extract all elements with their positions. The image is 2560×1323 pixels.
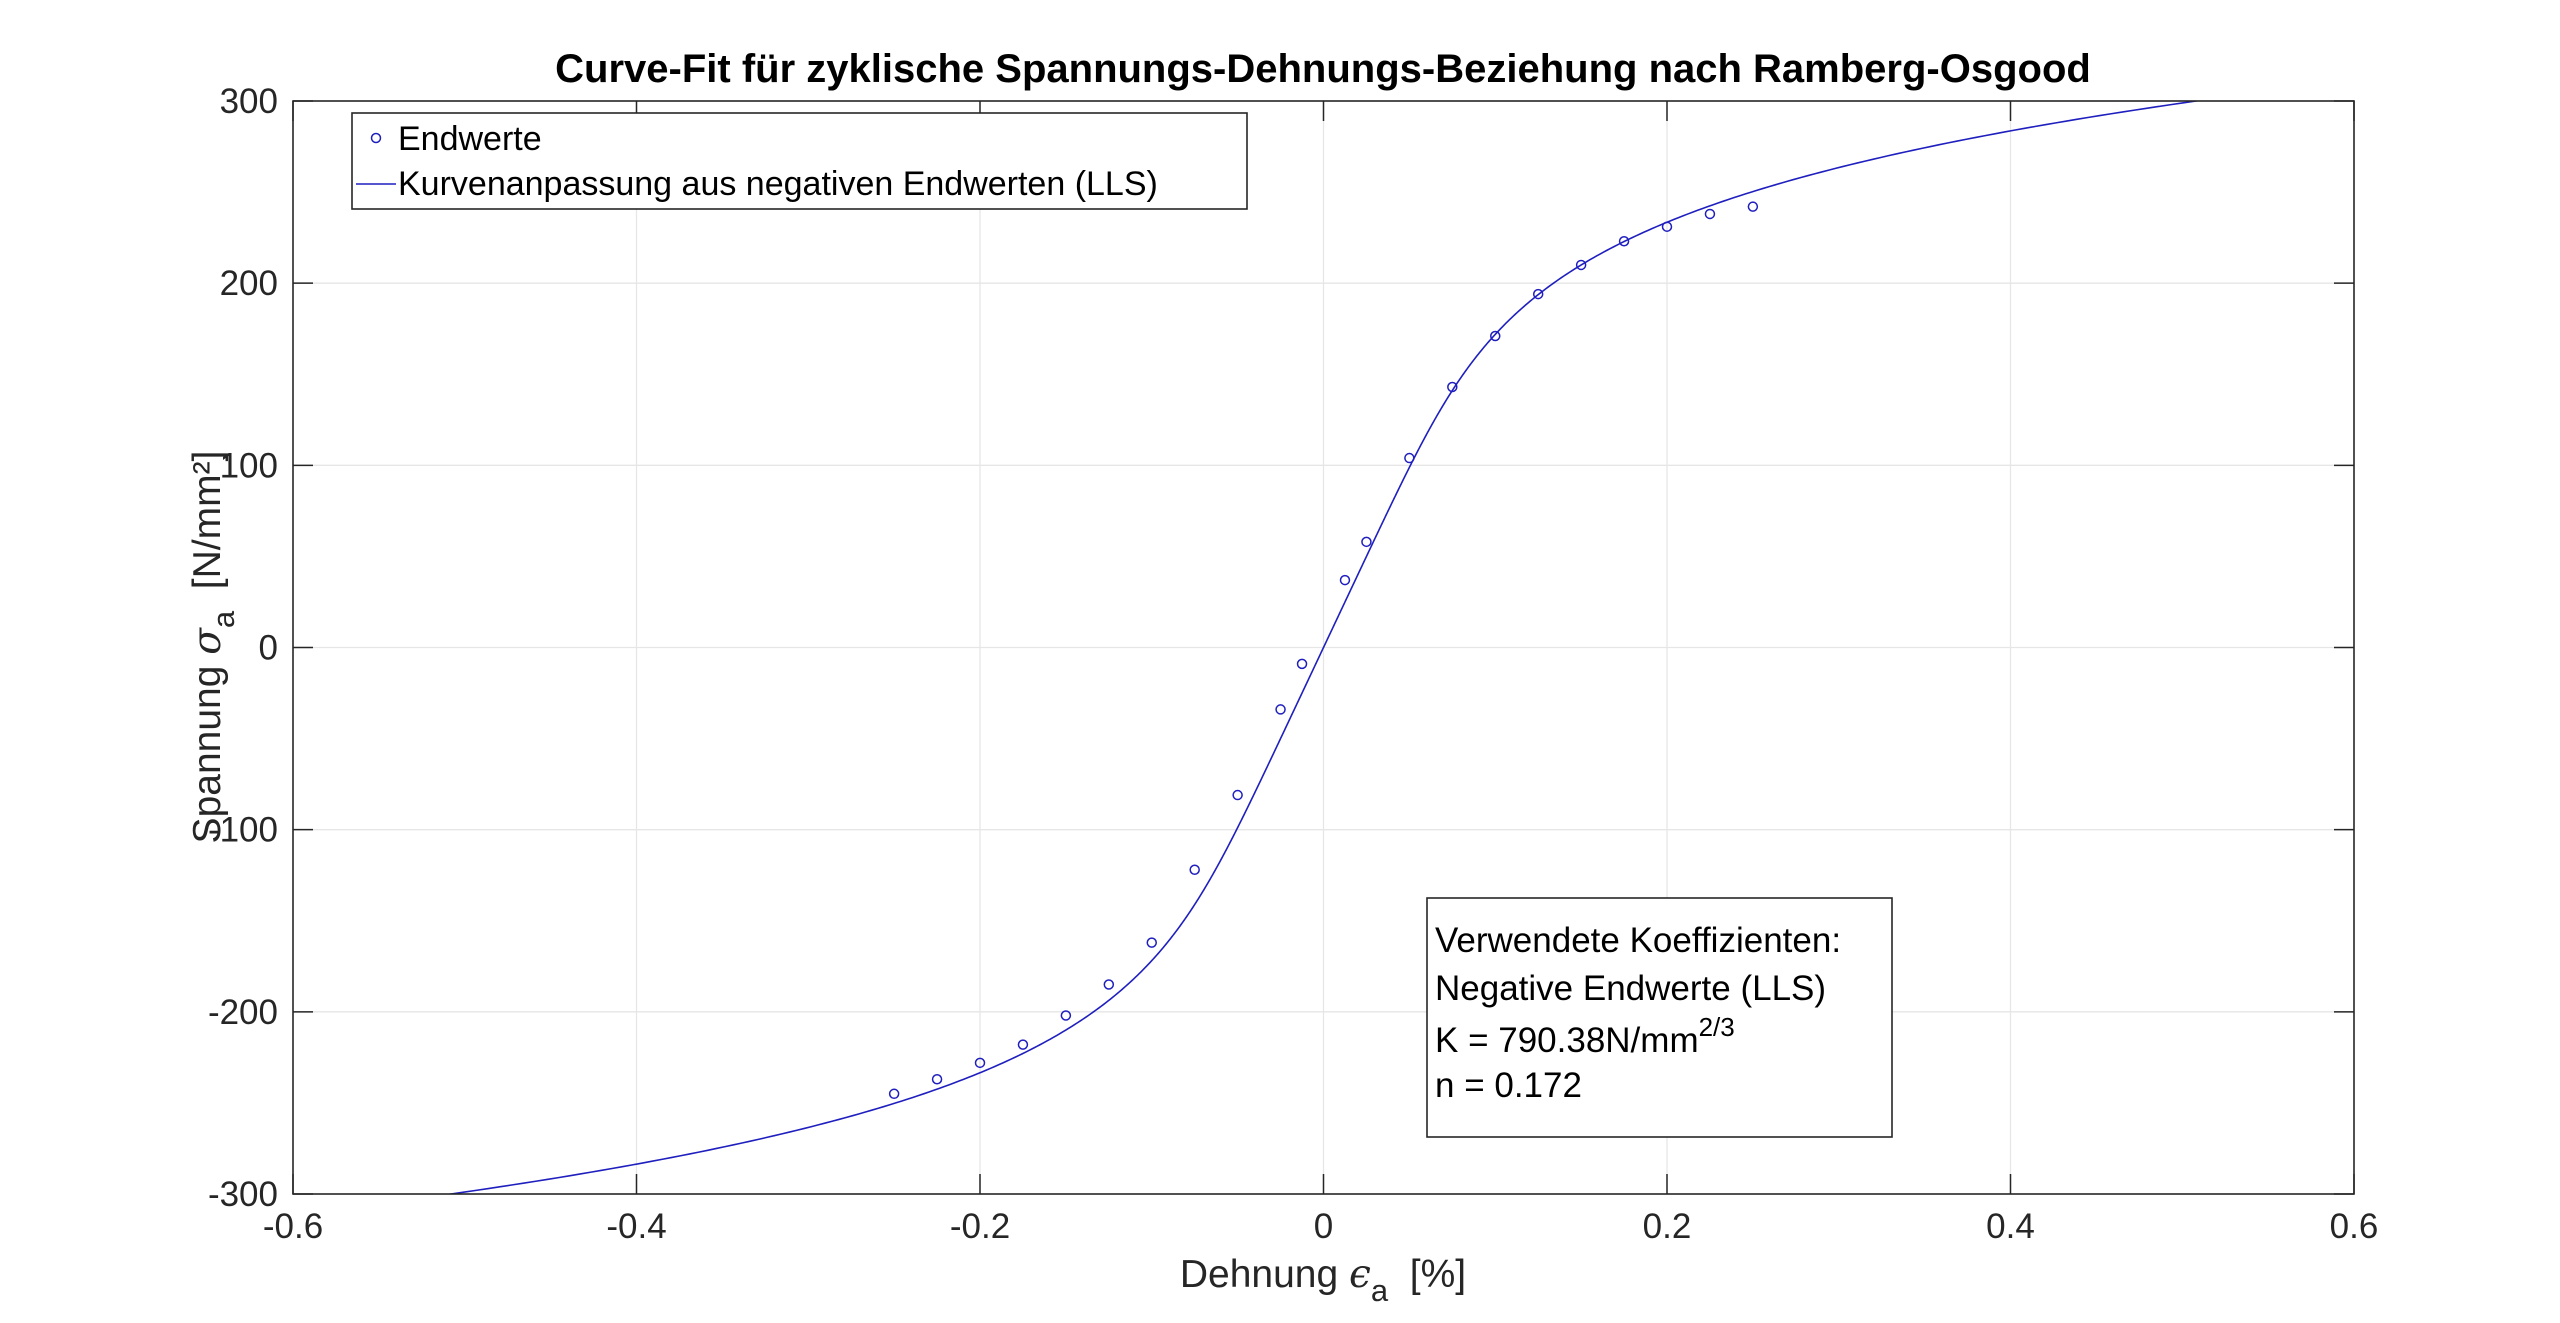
data-point [1017, 1039, 1029, 1050]
data-point [1060, 1010, 1072, 1021]
y-axis-label-prefix: Spannung [186, 655, 229, 844]
y-tick-labels: -300 -200 -100 0 100 200 300 [208, 82, 278, 1214]
legend-label-fit: Kurvenanpassung aus negativen Endwerten … [398, 165, 1158, 203]
x-tick-label: 0.4 [1986, 1207, 2035, 1246]
data-point [888, 1088, 900, 1100]
data-point [1618, 236, 1630, 247]
data-point [1103, 979, 1115, 990]
data-point [1490, 330, 1501, 342]
x-axis-label-prefix: Dehnung [1180, 1253, 1349, 1296]
y-axis-label-symbol: σ [185, 627, 230, 655]
data-point [974, 1057, 986, 1069]
legend-label-endwerte: Endwerte [398, 120, 542, 158]
y-tick-label: 300 [220, 82, 278, 121]
data-point [1704, 208, 1716, 220]
legend: Endwerte Kurvenanpassung aus negativen E… [351, 112, 1248, 210]
data-point [1146, 937, 1157, 948]
annotation-line-heading: Verwendete Koeffizienten: [1435, 921, 1841, 960]
y-axis-label-subscript: a [206, 610, 241, 628]
x-axis-label: Dehnung ϵa [%] [1180, 1252, 1466, 1308]
y-tick-label: -200 [208, 993, 278, 1032]
y-tick-label: -300 [208, 1175, 278, 1214]
marker-layer [888, 201, 1759, 1100]
annotation-line-n: n = 0.172 [1435, 1066, 1582, 1105]
y-axis-label: Spannung σa [N/mm²] [185, 451, 241, 844]
fit-curve-layer [445, 101, 2202, 1194]
data-point [1404, 452, 1415, 464]
x-tick-label: 0.2 [1643, 1207, 1692, 1246]
x-tick-label: -0.4 [606, 1207, 666, 1246]
x-tick-labels: -0.6 -0.4 -0.2 0 0.2 0.4 0.6 [263, 1207, 2378, 1246]
data-point [1296, 658, 1308, 670]
annotation-k-text: K = 790.38N/mm [1435, 1021, 1699, 1060]
annotation-k-exponent: 2/3 [1699, 1012, 1735, 1042]
y-tick-label: 0 [259, 629, 278, 668]
legend-marker-icon [370, 132, 382, 144]
x-tick-label: -0.6 [263, 1207, 323, 1246]
x-tick-label: 0.6 [2330, 1207, 2379, 1246]
x-axis-label-suffix: [%] [1388, 1253, 1466, 1296]
data-point [1447, 381, 1458, 393]
data-point [1232, 789, 1243, 801]
y-tick-label: -100 [208, 811, 278, 850]
annotation-line-k: K = 790.38N/mm2/3 [1435, 1012, 1735, 1060]
data-point [931, 1073, 943, 1085]
y-tick-label: 200 [220, 264, 278, 303]
x-axis-label-subscript: a [1371, 1273, 1389, 1308]
data-point [1661, 221, 1673, 232]
x-tick-label: 0 [1314, 1207, 1333, 1246]
data-point [1361, 536, 1372, 548]
x-tick-label: -0.2 [950, 1207, 1010, 1246]
fit-curve-line [445, 101, 2202, 1194]
coefficient-annotation: Verwendete Koeffizienten: Negative Endwe… [1426, 897, 1893, 1138]
data-point [1575, 259, 1587, 271]
annotation-line-source: Negative Endwerte (LLS) [1435, 969, 1826, 1008]
annotation-box [1426, 897, 1893, 1138]
data-point [1532, 288, 1544, 300]
data-point [1747, 201, 1759, 212]
data-point [1339, 574, 1351, 586]
data-point [1275, 704, 1286, 715]
y-tick-label: 100 [220, 446, 278, 485]
data-point [1189, 864, 1200, 875]
y-axis-label-suffix: [N/mm²] [186, 451, 229, 611]
x-axis-label-symbol: ϵ [1349, 1252, 1371, 1297]
chart-title: Curve-Fit für zyklische Spannungs-Dehnun… [555, 47, 2091, 91]
legend-box [351, 112, 1248, 210]
